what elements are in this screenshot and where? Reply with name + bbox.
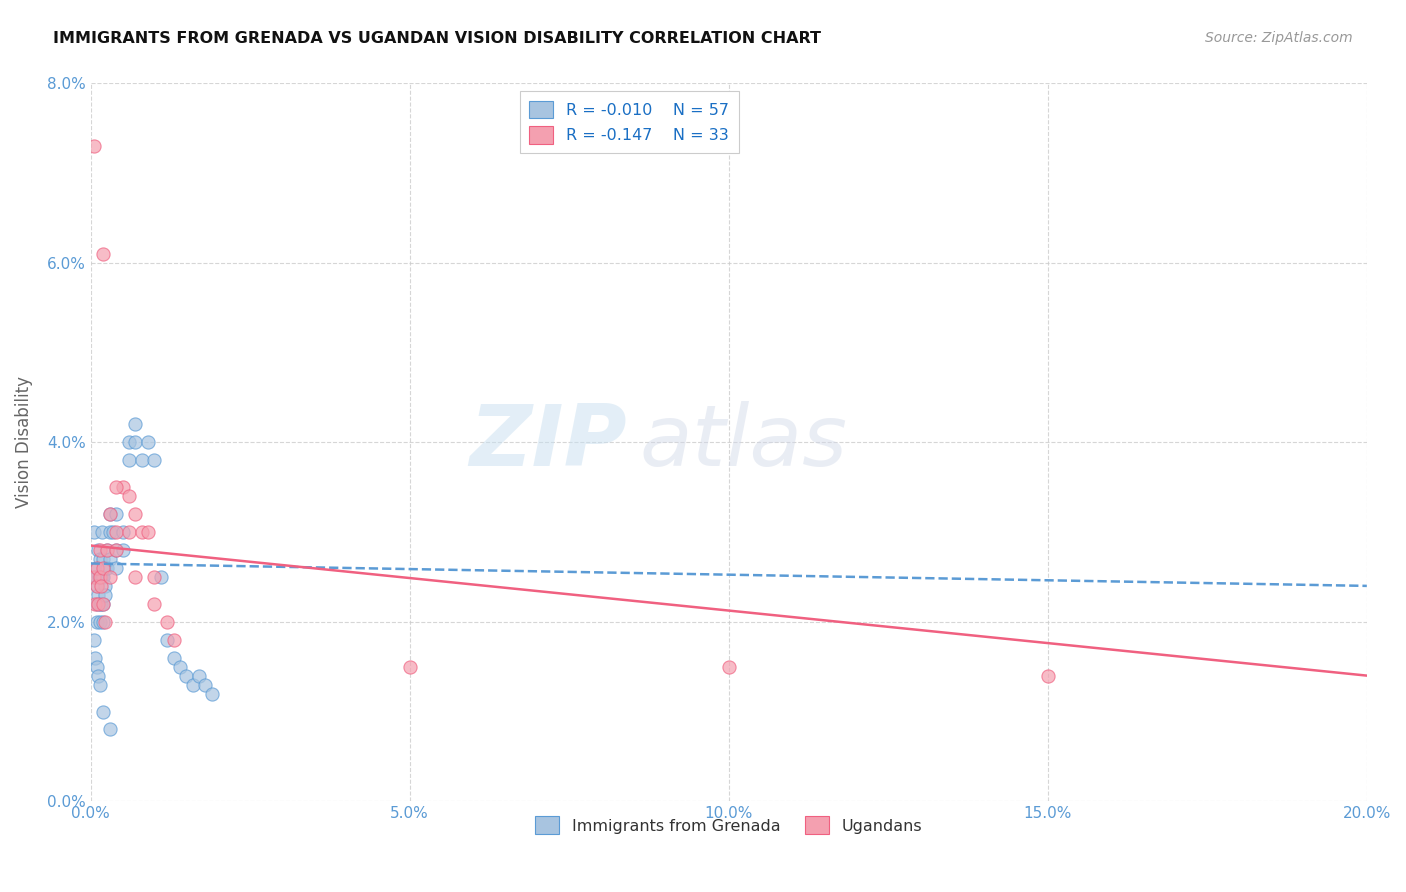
Point	[93, 561, 115, 575]
Point	[201, 687, 224, 701]
Point	[143, 597, 166, 611]
Point	[188, 668, 211, 682]
Point	[124, 507, 146, 521]
Point	[98, 507, 121, 521]
Point	[136, 435, 159, 450]
Point	[176, 668, 198, 682]
Point	[93, 615, 115, 629]
Point	[131, 453, 153, 467]
Legend: Immigrants from Grenada, Ugandans: Immigrants from Grenada, Ugandans	[526, 807, 932, 844]
Point	[94, 588, 117, 602]
Point	[162, 650, 184, 665]
Y-axis label: Vision Disability: Vision Disability	[15, 376, 32, 508]
Point	[91, 524, 114, 539]
Point	[149, 570, 172, 584]
Point	[86, 597, 108, 611]
Point	[105, 561, 128, 575]
Point	[105, 543, 128, 558]
Point	[93, 597, 115, 611]
Point	[169, 659, 191, 673]
Point	[105, 524, 128, 539]
Point	[118, 524, 141, 539]
Point	[93, 579, 115, 593]
Point	[89, 552, 111, 566]
Point	[93, 561, 115, 575]
Point	[93, 570, 115, 584]
Point	[717, 659, 740, 673]
Point	[91, 570, 114, 584]
Point	[83, 632, 105, 647]
Point	[111, 524, 134, 539]
Point	[118, 489, 141, 503]
Point	[105, 543, 128, 558]
Text: IMMIGRANTS FROM GRENADA VS UGANDAN VISION DISABILITY CORRELATION CHART: IMMIGRANTS FROM GRENADA VS UGANDAN VISIO…	[53, 31, 821, 46]
Point	[87, 543, 110, 558]
Point	[124, 570, 146, 584]
Point	[86, 561, 108, 575]
Point	[118, 435, 141, 450]
Point	[143, 570, 166, 584]
Point	[93, 552, 115, 566]
Point	[162, 632, 184, 647]
Point	[105, 507, 128, 521]
Point	[90, 570, 112, 584]
Point	[118, 453, 141, 467]
Point	[93, 615, 115, 629]
Point	[124, 435, 146, 450]
Point	[98, 524, 121, 539]
Point	[131, 524, 153, 539]
Point	[86, 659, 108, 673]
Point	[86, 579, 108, 593]
Text: ZIP: ZIP	[470, 401, 627, 483]
Text: Source: ZipAtlas.com: Source: ZipAtlas.com	[1205, 31, 1353, 45]
Point	[98, 507, 121, 521]
Point	[124, 417, 146, 432]
Point	[89, 677, 111, 691]
Point	[87, 668, 110, 682]
Point	[90, 579, 112, 593]
Point	[111, 543, 134, 558]
Point	[96, 561, 118, 575]
Point	[93, 597, 115, 611]
Point	[156, 632, 179, 647]
Point	[84, 650, 107, 665]
Point	[86, 561, 108, 575]
Text: atlas: atlas	[640, 401, 848, 483]
Point	[1036, 668, 1059, 682]
Point	[96, 543, 118, 558]
Point	[83, 524, 105, 539]
Point	[89, 570, 111, 584]
Point	[98, 552, 121, 566]
Point	[143, 453, 166, 467]
Point	[111, 480, 134, 494]
Point	[84, 597, 107, 611]
Point	[87, 588, 110, 602]
Point	[86, 579, 108, 593]
Point	[136, 524, 159, 539]
Point	[98, 723, 121, 737]
Point	[89, 597, 111, 611]
Point	[181, 677, 204, 691]
Point	[90, 597, 112, 611]
Point	[87, 570, 110, 584]
Point	[105, 480, 128, 494]
Point	[83, 139, 105, 153]
Point	[156, 615, 179, 629]
Point	[87, 597, 110, 611]
Point	[96, 543, 118, 558]
Point	[93, 247, 115, 261]
Point	[89, 615, 111, 629]
Point	[93, 705, 115, 719]
Point	[83, 570, 105, 584]
Point	[98, 570, 121, 584]
Point	[89, 543, 111, 558]
Point	[398, 659, 420, 673]
Point	[101, 524, 124, 539]
Point	[194, 677, 217, 691]
Point	[86, 615, 108, 629]
Point	[84, 570, 107, 584]
